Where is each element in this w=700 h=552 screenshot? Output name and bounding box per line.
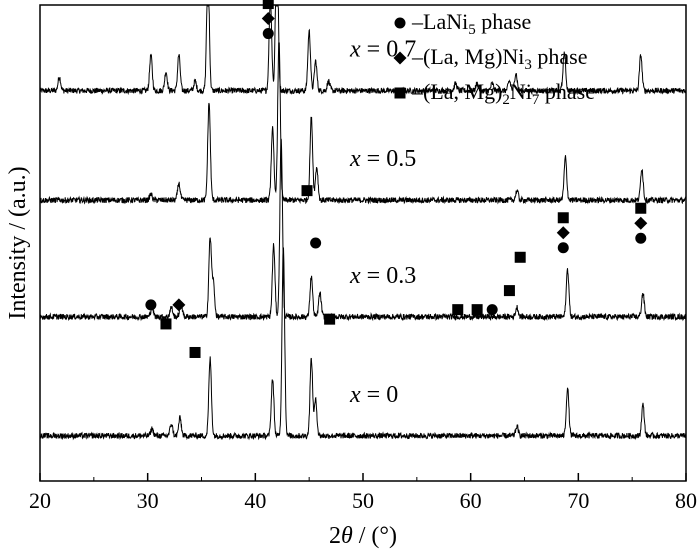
series-label: x = 0 xyxy=(349,382,398,408)
x-tick-label: 60 xyxy=(460,488,482,513)
lamgni3-marker xyxy=(634,216,648,230)
x-axis-label: 2θ / (°) xyxy=(329,523,397,549)
lamg2ni7-marker xyxy=(160,318,172,330)
lani5-marker xyxy=(145,299,157,311)
lani5-marker xyxy=(394,17,406,29)
lamgni3-marker xyxy=(172,298,186,312)
phase-markers xyxy=(145,0,648,358)
x-tick-label: 50 xyxy=(352,488,374,513)
plot-frame xyxy=(39,4,687,482)
x-tick-label: 80 xyxy=(675,488,697,513)
x-tick-label: 70 xyxy=(567,488,589,513)
series-line xyxy=(39,42,687,205)
legend-entry: –(La, Mg)Ni3 phase xyxy=(411,44,588,73)
series-line xyxy=(39,5,687,96)
lamg2ni7-marker xyxy=(635,202,647,214)
lamg2ni7-marker xyxy=(301,185,313,197)
lamg2ni7-marker xyxy=(471,304,483,316)
x-tick-label: 40 xyxy=(244,488,266,513)
lamgni3-marker xyxy=(261,12,275,26)
series-labels: x = 0.7 x = 0.5 x = 0.3 x = 0 xyxy=(349,37,416,408)
lamg2ni7-marker xyxy=(514,251,526,263)
series-line xyxy=(39,138,687,322)
lamg2ni7-marker xyxy=(394,87,406,99)
lamg2ni7-marker xyxy=(557,212,569,224)
lani5-marker xyxy=(262,28,274,40)
x-ticks: 20 30 40 50 60 70 80 xyxy=(29,473,697,513)
series-traces xyxy=(39,5,687,441)
legend: –LaNi5 phase –(La, Mg)Ni3 phase –(La, Mg)2… xyxy=(393,9,595,108)
x-tick-label: 30 xyxy=(137,488,159,513)
series-label: x = 0.5 xyxy=(349,146,416,172)
lani5-marker xyxy=(557,242,569,254)
x-tick-label: 20 xyxy=(29,488,51,513)
lamg2ni7-marker xyxy=(503,285,515,297)
lani5-marker xyxy=(310,237,322,249)
lamgni3-marker xyxy=(393,51,407,65)
series-label: x = 0.3 xyxy=(349,263,416,289)
lamgni3-marker xyxy=(556,226,570,240)
legend-entry: –LaNi5 phase xyxy=(411,9,531,38)
lani5-marker xyxy=(486,304,498,316)
lamg2ni7-marker xyxy=(189,346,201,358)
lani5-marker xyxy=(635,232,647,244)
series-label: x = 0.7 xyxy=(349,37,416,63)
lamg2ni7-marker xyxy=(324,313,336,325)
legend-entry: –(La, Mg)2Ni7 phase xyxy=(411,79,595,108)
lamg2ni7-marker xyxy=(452,304,464,316)
y-axis-label: Intensity / (a.u.) xyxy=(5,166,31,319)
series-line xyxy=(39,246,687,441)
